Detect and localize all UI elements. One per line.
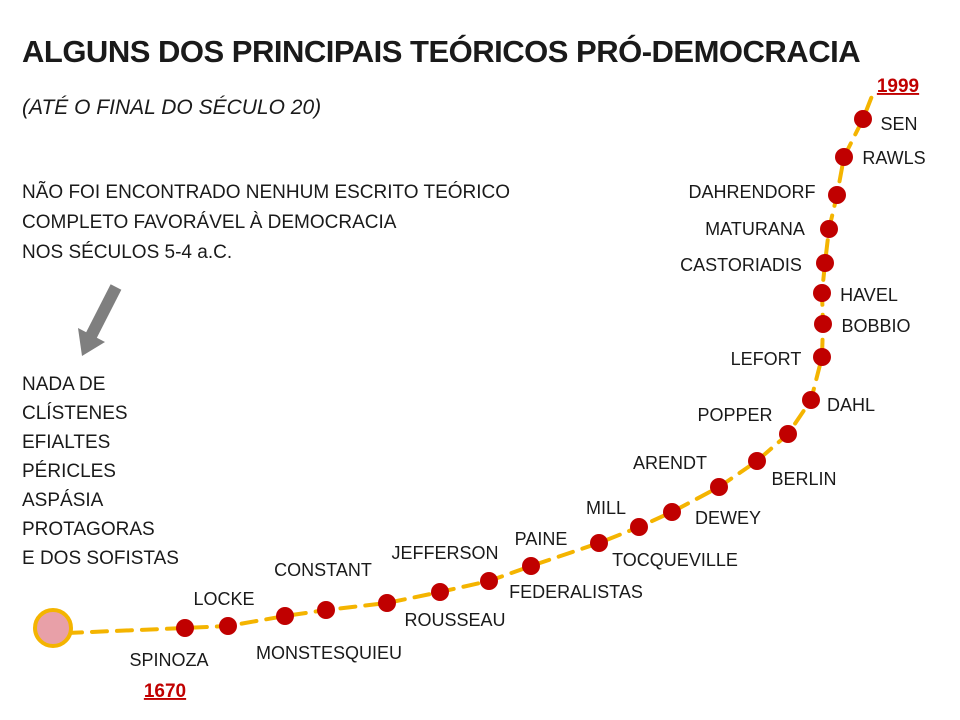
theorist-dot <box>378 594 396 612</box>
theorist-markers <box>176 110 872 637</box>
theorist-dot <box>779 425 797 443</box>
theorist-labels: SPINOZA LOCKE MONSTESQUIEU CONSTANT ROUSSEAU… <box>129 114 925 670</box>
theorist-label: ARENDT <box>633 453 707 473</box>
theorist-dot <box>522 557 540 575</box>
theorist-dot <box>802 391 820 409</box>
theorist-dot <box>820 220 838 238</box>
theorist-dot <box>630 518 648 536</box>
theorist-dot <box>219 617 237 635</box>
theorist-dot <box>317 601 335 619</box>
start-year: 1670 <box>144 681 186 702</box>
theorist-label: LEFORT <box>731 349 802 369</box>
theorist-label: ROUSSEAU <box>404 610 505 630</box>
theorist-dot <box>814 315 832 333</box>
end-year: 1999 <box>877 76 919 97</box>
absent-line: E DOS SOFISTAS <box>22 548 179 569</box>
theorist-label: FEDERALISTAS <box>509 582 643 602</box>
theorist-label: DEWEY <box>695 508 761 528</box>
theorist-dot <box>835 148 853 166</box>
theorist-dot <box>710 478 728 496</box>
theorist-label: HAVEL <box>840 285 898 305</box>
absent-line: PROTAGORAS <box>22 519 155 540</box>
theorist-dot <box>813 348 831 366</box>
page-title: ALGUNS DOS PRINCIPAIS TEÓRICOS PRÓ-DEMOC… <box>22 34 861 69</box>
note-line: NOS SÉCULOS 5-4 a.C. <box>22 242 233 263</box>
absent-list: NADA DE CLÍSTENES EFIALTES PÉRICLES ASPÁ… <box>22 370 179 573</box>
theorist-dot <box>590 534 608 552</box>
theorist-label: CASTORIADIS <box>680 255 802 275</box>
theorist-label: PAINE <box>515 529 568 549</box>
theorist-dot <box>816 254 834 272</box>
theorist-label: DAHL <box>827 395 875 415</box>
theorist-label: CONSTANT <box>274 560 372 580</box>
theorist-dot <box>828 186 846 204</box>
page-subtitle: (ATÉ O FINAL DO SÉCULO 20) <box>22 96 322 119</box>
theorist-label: SEN <box>880 114 917 134</box>
theorist-label: POPPER <box>697 405 772 425</box>
theorist-label: MILL <box>586 498 626 518</box>
theorist-label: MONSTESQUIEU <box>256 643 402 663</box>
absent-line: CLÍSTENES <box>22 403 128 424</box>
theorist-dot <box>276 607 294 625</box>
theorist-label: BERLIN <box>771 469 836 489</box>
note-text: NÃO FOI ENCONTRADO NENHUM ESCRITO TEÓRIC… <box>22 178 510 268</box>
note-line: NÃO FOI ENCONTRADO NENHUM ESCRITO TEÓRIC… <box>22 182 511 203</box>
absent-line: ASPÁSIA <box>22 490 104 511</box>
theorist-label: MATURANA <box>705 219 805 239</box>
theorist-dot <box>813 284 831 302</box>
theorist-label: DAHRENDORF <box>688 182 815 202</box>
theorist-label: LOCKE <box>193 589 254 609</box>
theorist-label: RAWLS <box>862 148 925 168</box>
absent-line: NADA DE <box>22 374 106 395</box>
theorist-dot <box>854 110 872 128</box>
theorist-dot <box>748 452 766 470</box>
theorist-dot <box>663 503 681 521</box>
theorist-dot <box>480 572 498 590</box>
theorist-label: TOCQUEVILLE <box>612 550 738 570</box>
theorist-label: BOBBIO <box>841 316 910 336</box>
theorist-dot <box>431 583 449 601</box>
theorist-label: SPINOZA <box>129 650 208 670</box>
absent-line: PÉRICLES <box>22 461 116 482</box>
note-line: COMPLETO FAVORÁVEL À DEMOCRACIA <box>22 212 397 233</box>
theorist-dot <box>176 619 194 637</box>
theorist-label: JEFFERSON <box>391 543 498 563</box>
absent-line: EFIALTES <box>22 432 111 453</box>
start-marker <box>33 608 73 648</box>
down-arrow-icon <box>78 284 122 356</box>
